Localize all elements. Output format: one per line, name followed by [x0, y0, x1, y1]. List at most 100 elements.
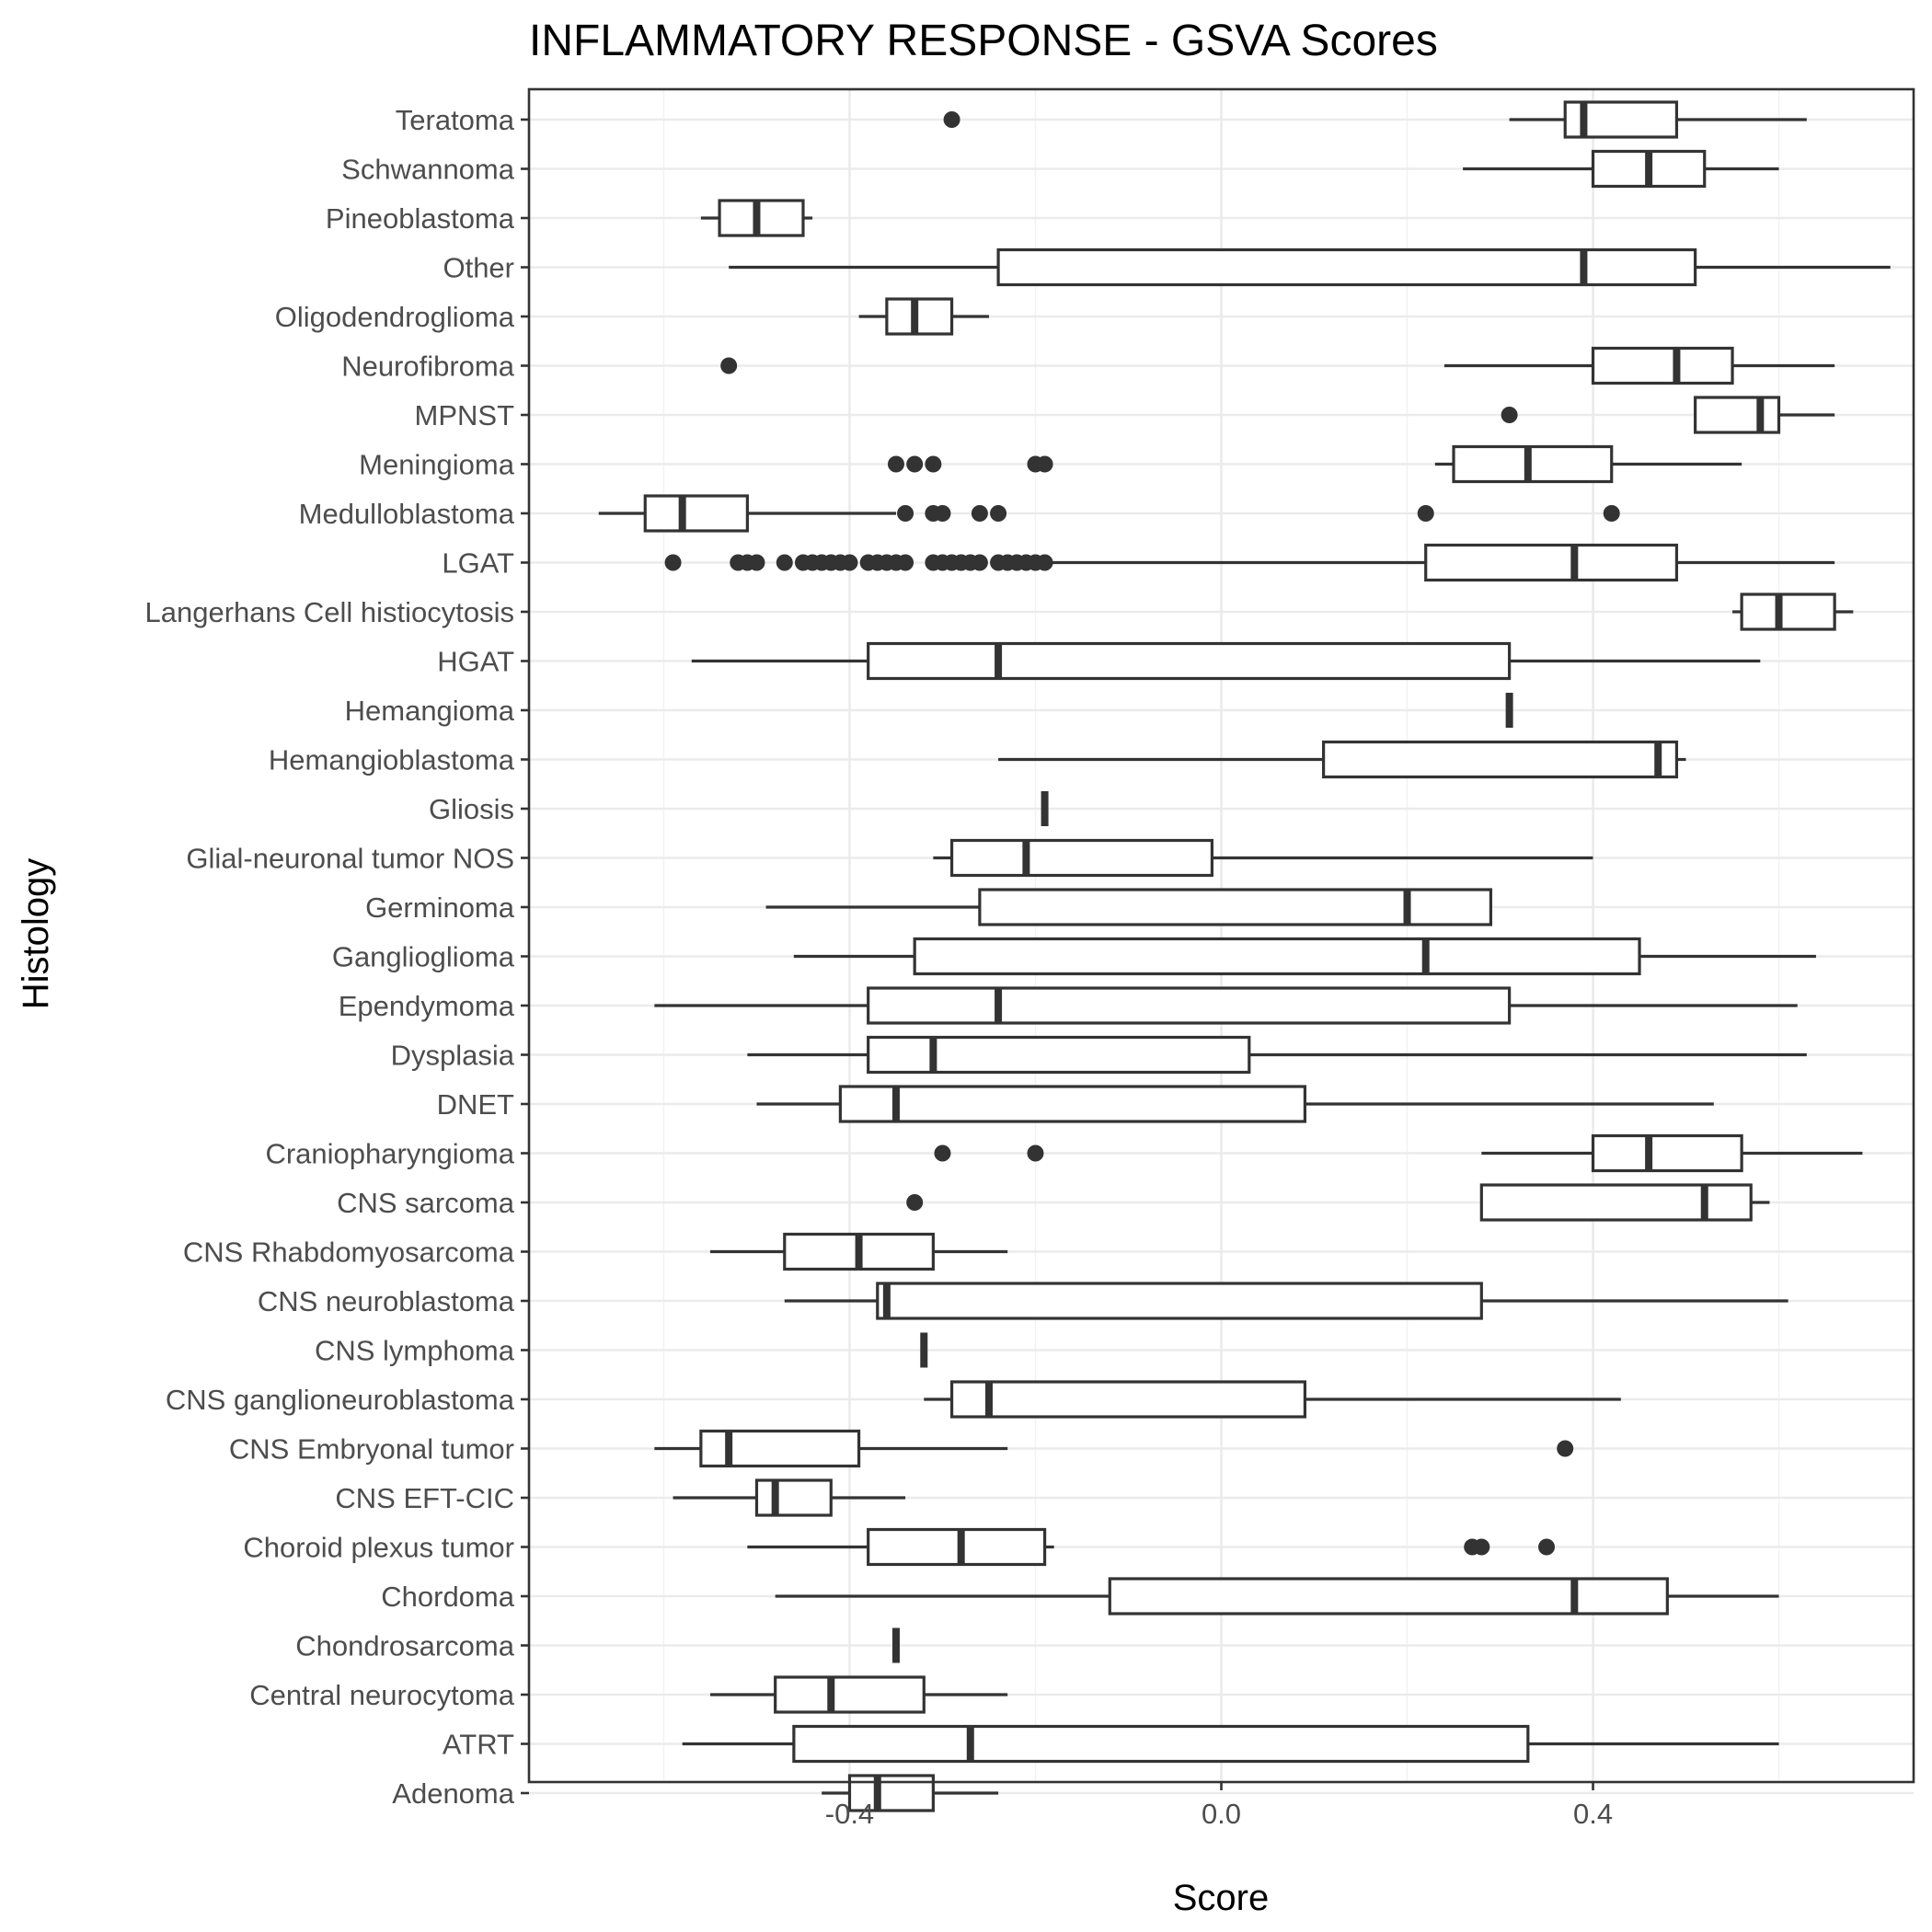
y-axis-title: Histology	[16, 858, 56, 1010]
box-group	[747, 1527, 1556, 1567]
box-iqr	[774, 1675, 926, 1714]
y-tick-label: CNS EFT-CIC	[335, 1482, 514, 1514]
box-group	[598, 494, 1620, 533]
box-group	[709, 1232, 1008, 1271]
y-tick-label: Gliosis	[429, 793, 514, 825]
y-tick-label: Ependymoma	[339, 990, 515, 1022]
outlier-point	[971, 505, 988, 522]
y-tick-label: Oligodendroglioma	[275, 301, 515, 333]
outlier-point	[1417, 505, 1434, 522]
x-tick-label: 0.0	[1202, 1798, 1241, 1830]
y-tick-label: Ganglioglioma	[332, 941, 515, 973]
box-iqr	[867, 641, 1512, 681]
box-iqr	[1322, 740, 1679, 779]
box-group	[654, 986, 1798, 1025]
outlier-point	[906, 1194, 924, 1211]
outlier-point	[776, 554, 793, 571]
box-group	[1732, 592, 1854, 631]
box-group	[709, 1675, 1008, 1714]
outlier-point	[1538, 1538, 1556, 1556]
outlier-point	[990, 505, 1007, 522]
box-group	[858, 297, 989, 336]
box-group	[793, 937, 1816, 976]
outlier-point	[1603, 505, 1620, 522]
box-group	[775, 1577, 1779, 1616]
outlier-point	[897, 554, 914, 571]
outlier-point	[1027, 1144, 1044, 1162]
boxes	[598, 100, 1891, 1812]
y-tick-label: Neurofibroma	[341, 351, 515, 383]
outlier-point	[934, 1144, 951, 1162]
box-group	[1463, 149, 1779, 189]
y-tick-label: Central neurocytoma	[249, 1679, 515, 1711]
box-group	[998, 740, 1686, 779]
y-tick-label: Pineoblastoma	[326, 202, 515, 235]
box-iqr	[1424, 543, 1679, 582]
box-iqr	[754, 1478, 833, 1517]
box-group	[906, 1183, 1770, 1222]
box-group	[691, 641, 1761, 681]
outlier-point	[841, 554, 858, 571]
box-group	[729, 247, 1891, 287]
box-iqr	[1740, 592, 1836, 631]
outlier-point	[1501, 407, 1518, 423]
x-tick-label: 0.4	[1573, 1798, 1613, 1830]
y-tick-label: CNS neuroblastoma	[258, 1285, 515, 1317]
outlier-point	[906, 455, 924, 473]
y-tick-label: ATRT	[443, 1729, 514, 1761]
outlier-point	[664, 554, 682, 571]
box-group	[700, 199, 813, 237]
y-tick-label: Glial-neuronal tumor NOS	[186, 843, 514, 875]
y-tick-label: CNS sarcoma	[337, 1187, 515, 1219]
box-iqr	[885, 297, 954, 336]
box-iqr	[1591, 346, 1734, 385]
box-iqr	[867, 1035, 1251, 1075]
box-group	[1501, 396, 1835, 434]
outlier-point	[1036, 455, 1053, 473]
y-tick-label: Choroid plexus tumor	[243, 1532, 514, 1564]
box-iqr	[643, 494, 749, 533]
box-iqr	[792, 1724, 1530, 1764]
y-tick-label: Langerhans Cell histiocytosis	[145, 596, 515, 628]
box-group	[943, 100, 1807, 139]
outlier-point	[897, 505, 914, 522]
y-tick-label: Germinoma	[365, 891, 515, 924]
box-iqr	[913, 937, 1641, 976]
y-tick-label: CNS Rhabdomyosarcoma	[183, 1236, 515, 1269]
y-tick-label: Chondrosarcoma	[295, 1630, 515, 1662]
x-axis-title: Score	[1173, 1878, 1270, 1918]
outlier-point	[887, 455, 904, 473]
y-tick-label: MPNST	[415, 399, 515, 431]
box-iqr	[949, 1380, 1307, 1419]
y-tick-label: HGAT	[437, 646, 514, 678]
box-iqr	[978, 888, 1493, 926]
box-iqr	[1479, 1183, 1753, 1222]
box-iqr	[838, 1085, 1307, 1123]
y-tick-label: Medulloblastoma	[299, 498, 515, 530]
outlier-point	[971, 554, 988, 571]
box-iqr	[949, 838, 1213, 878]
y-tick-label: CNS Embryonal tumor	[229, 1433, 514, 1466]
x-tick-label: -0.4	[825, 1798, 874, 1830]
x-axis: -0.4 0.0 0.4	[825, 1782, 1613, 1830]
box-group	[654, 1429, 1574, 1468]
outlier-point	[943, 111, 960, 128]
y-tick-label: Other	[443, 252, 514, 284]
box-group	[664, 543, 1835, 582]
box-group	[682, 1724, 1779, 1764]
box-iqr	[1452, 444, 1614, 484]
box-iqr	[867, 986, 1512, 1025]
y-tick-label: Adenoma	[392, 1777, 514, 1810]
box-group	[756, 1085, 1714, 1123]
y-tick-label: CNS ganglioneuroblastoma	[166, 1384, 515, 1416]
chart-title: INFLAMMATORY RESPONSE - GSVA Scores	[529, 17, 1438, 65]
y-tick-label: Meningioma	[359, 449, 515, 481]
outlier-point	[720, 357, 738, 374]
y-tick-label: Chordoma	[381, 1581, 514, 1613]
box-group	[934, 1133, 1863, 1173]
y-tick-label: DNET	[437, 1088, 514, 1121]
y-tick-label: Hemangioma	[345, 695, 515, 727]
box-iqr	[718, 199, 805, 237]
y-tick-label: Craniopharyngioma	[265, 1138, 514, 1170]
